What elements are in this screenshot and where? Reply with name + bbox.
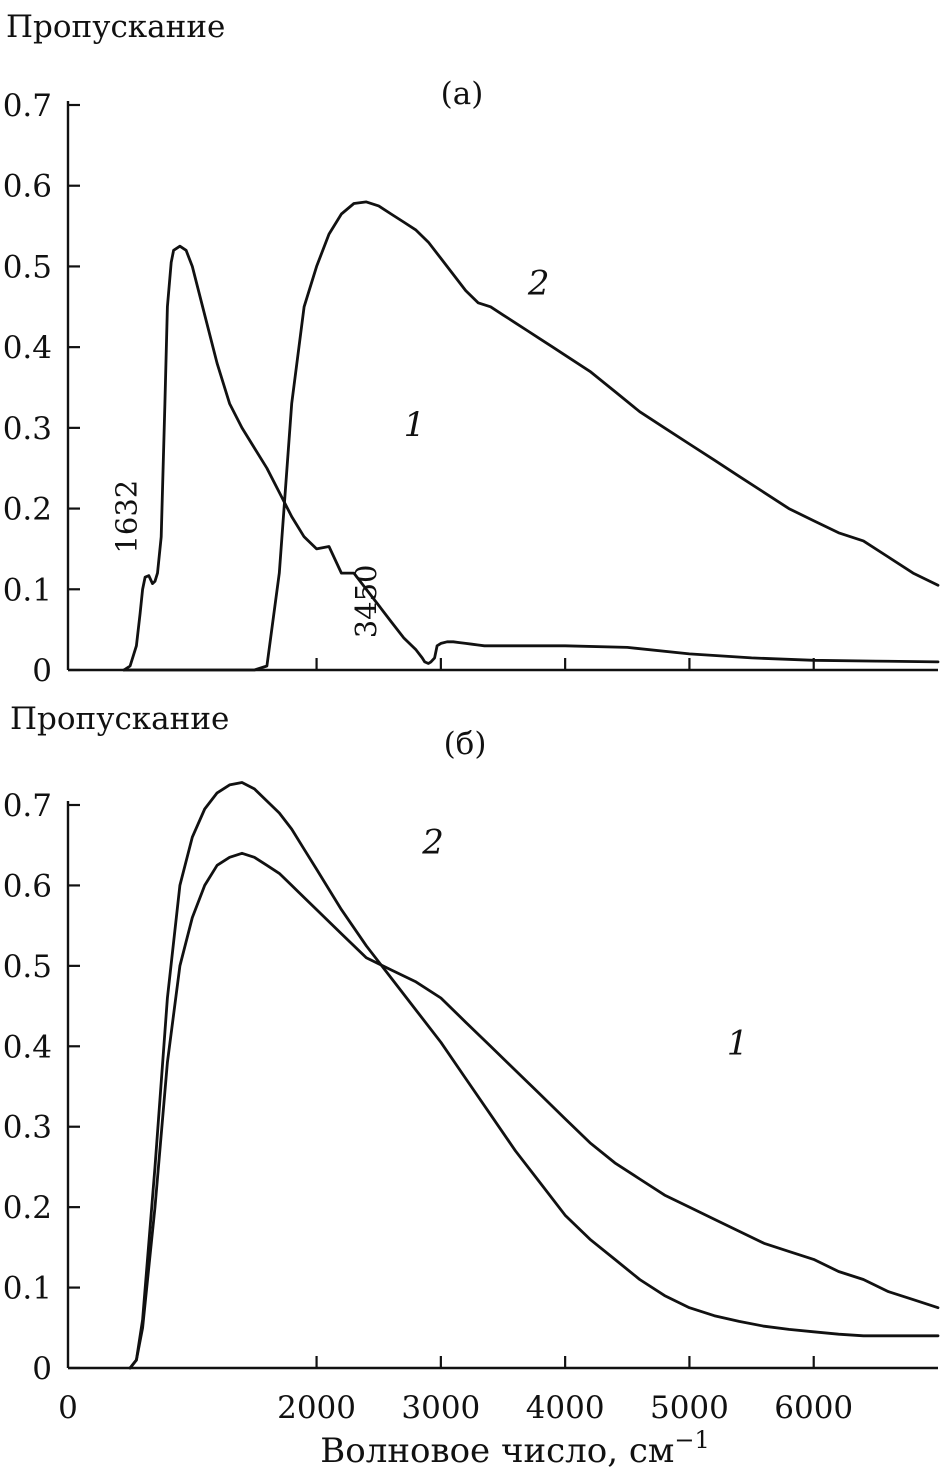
x-tick-label: 5000 [650, 1390, 729, 1426]
y-tick-label-a: 0 [32, 653, 52, 689]
series-1-line-b [128, 851, 940, 1370]
y-tick-label-a: 0.2 [3, 492, 52, 528]
x-tick-label: 6000 [774, 1390, 853, 1426]
y-tick-label-b: 0.7 [3, 788, 52, 824]
panel-a: Пропускание (а) 0 0.1 0.2 0.3 0.4 0.5 0.6 0.7 1… [3, 9, 940, 689]
y-tick-label-a: 0.7 [3, 88, 52, 124]
y-tick-label-a: 0.3 [3, 411, 52, 447]
panel-a-ylabel: Пропускание [6, 9, 225, 45]
panel-b-axes: 0 0.1 0.2 0.3 0.4 0.5 0.6 0.7 0 2000 3000 4000 5000 6… [3, 788, 938, 1426]
y-tick-label-b: 0.1 [3, 1271, 52, 1307]
x-tick-label: 0 [58, 1390, 78, 1426]
y-tick-label-b: 0.6 [3, 868, 52, 904]
series-1-label-b: 1 [727, 1023, 749, 1063]
series-2-label-b: 2 [421, 822, 444, 862]
series-1-line-a [122, 244, 940, 672]
panel-a-tag: (а) [441, 76, 484, 112]
x-axis-title-superscript: −1 [674, 1426, 709, 1454]
series-1-label-a: 1 [404, 405, 426, 445]
y-tick-label-b: 0 [32, 1351, 52, 1387]
y-tick-label-a: 0.4 [3, 330, 52, 366]
x-axis-title-text: Волновое число, см [320, 1431, 674, 1471]
y-tick-label-b: 0.5 [3, 949, 52, 985]
panel-b-ylabel: Пропускание [10, 701, 229, 737]
panel-a-axes: 0 0.1 0.2 0.3 0.4 0.5 0.6 0.7 [3, 88, 938, 689]
panel-b: Пропускание (б) 0 0.1 0.2 0.3 0.4 0.5 0.6 0.7 0 2… [3, 701, 940, 1471]
y-tick-label-a: 0.5 [3, 249, 52, 285]
panel-b-tag: (б) [444, 726, 487, 762]
y-tick-label-a: 0.6 [3, 169, 52, 205]
x-axis-title: Волновое число, см−1 [320, 1426, 709, 1471]
annotation-3450: 3450 [349, 564, 383, 638]
series-2-line-a [122, 200, 940, 672]
y-tick-label-b: 0.3 [3, 1110, 52, 1146]
series-2-line-b [128, 781, 940, 1370]
series-2-label-a: 2 [527, 264, 550, 304]
panel-a-curves: 1 2 1632 3450 [109, 200, 940, 672]
x-tick-label: 4000 [526, 1390, 605, 1426]
x-tick-label: 3000 [401, 1390, 480, 1426]
annotation-1632: 1632 [109, 480, 143, 554]
x-tick-label: 2000 [277, 1390, 356, 1426]
y-tick-label-b: 0.2 [3, 1190, 52, 1226]
y-tick-label-a: 0.1 [3, 572, 52, 608]
y-tick-label-b: 0.4 [3, 1029, 52, 1065]
panel-b-curves: 12 [128, 781, 940, 1370]
